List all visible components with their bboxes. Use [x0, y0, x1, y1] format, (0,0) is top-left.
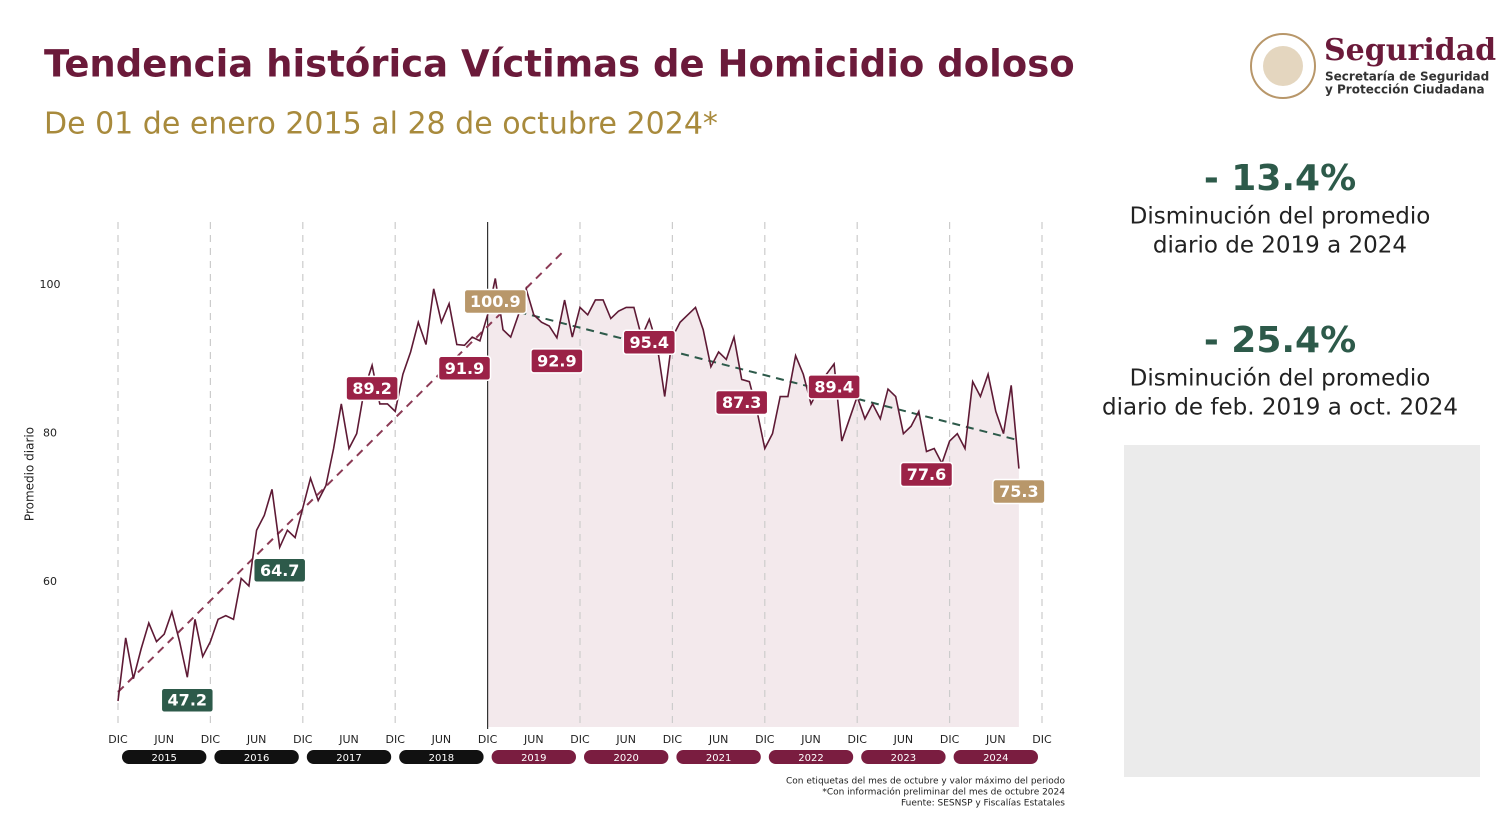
year-label: 2015: [151, 753, 176, 764]
x-tick-label: DIC: [478, 733, 498, 746]
data-label: 89.2: [352, 379, 391, 398]
y-axis-label: Promedio diario: [23, 427, 37, 521]
year-label: 2018: [429, 753, 454, 764]
y-tick-label: 100: [40, 278, 61, 291]
year-pill: [676, 750, 761, 764]
logo-emblem: [1250, 33, 1316, 99]
stat-value: - 13.4%: [1204, 158, 1356, 199]
year-label: 2021: [706, 753, 731, 764]
x-tick-label: DIC: [940, 733, 960, 746]
x-tick-label: DIC: [570, 733, 590, 746]
trend-line: [117, 249, 566, 693]
x-tick-label: DIC: [385, 733, 405, 746]
year-label: 2023: [891, 753, 916, 764]
data-label-box: [345, 375, 399, 402]
data-label-box: [622, 329, 677, 356]
x-tick-label: JUN: [708, 733, 729, 746]
stat-text: diario de feb. 2019 a oct. 2024: [1102, 395, 1458, 421]
year-pill: [768, 750, 854, 764]
x-tick-label: JUN: [615, 733, 636, 746]
data-label-box: [992, 478, 1046, 505]
data-label-box: [530, 348, 584, 374]
trend-line: [518, 310, 1020, 442]
data-label-box: [252, 557, 307, 584]
data-label-box: [437, 355, 492, 382]
y-tick-label: 60: [43, 575, 57, 588]
data-label-box: [714, 389, 769, 416]
year-pill: [953, 750, 1038, 764]
logo-line: y Protección Ciudadana: [1325, 83, 1485, 97]
data-label-box: [899, 461, 954, 488]
logo-emblem-inner: [1263, 46, 1303, 86]
x-tick-label: DIC: [1032, 733, 1052, 746]
note: Con etiquetas del mes de octubre y valor…: [786, 777, 1065, 787]
data-label: 89.4: [814, 377, 853, 396]
data-label: 92.9: [537, 351, 576, 370]
year-pill: [122, 750, 207, 764]
logo-name: Seguridad: [1324, 33, 1496, 68]
data-label-box: [463, 288, 528, 315]
x-tick-label: JUN: [523, 733, 544, 746]
x-tick-label: DIC: [108, 733, 128, 746]
year-label: 2024: [983, 753, 1008, 764]
y-tick-label: 80: [43, 427, 57, 440]
data-label: 100.9: [470, 292, 521, 311]
image-placeholder: [1124, 445, 1480, 777]
subtitle: De 01 de enero 2015 al 28 de octubre 202…: [44, 107, 718, 142]
data-label-box: [807, 374, 861, 400]
title: Tendencia histórica Víctimas de Homicidi…: [44, 43, 1075, 86]
stat-text: Disminución del promedio: [1130, 204, 1431, 230]
data-line: [117, 278, 1020, 702]
data-label: 91.9: [445, 359, 484, 378]
x-tick-label: JUN: [431, 733, 452, 746]
x-tick-label: JUN: [985, 733, 1006, 746]
x-tick-label: DIC: [663, 733, 683, 746]
year-label: 2022: [798, 753, 823, 764]
year-label: 2019: [521, 753, 546, 764]
x-tick-label: JUN: [893, 733, 914, 746]
data-label: 64.7: [260, 561, 299, 580]
data-label: 75.3: [999, 482, 1038, 501]
x-tick-label: DIC: [755, 733, 775, 746]
year-label: 2016: [244, 753, 269, 764]
data-label: 77.6: [907, 465, 946, 484]
year-label: 2017: [336, 753, 361, 764]
note: Fuente: SESNSP y Fiscalías Estatales: [901, 799, 1065, 809]
logo-line: Secretaría de Seguridad: [1325, 70, 1489, 84]
area-fill: [487, 278, 1019, 727]
data-label-box: [160, 687, 215, 713]
data-label: 95.4: [630, 333, 669, 352]
x-tick-label: DIC: [293, 733, 313, 746]
x-tick-label: JUN: [338, 733, 359, 746]
year-pill: [491, 750, 576, 764]
x-tick-label: DIC: [847, 733, 867, 746]
stat-text: Disminución del promedio: [1130, 366, 1431, 392]
x-tick-label: JUN: [153, 733, 174, 746]
year-pill: [861, 750, 946, 764]
stat-text: diario de 2019 a 2024: [1153, 233, 1407, 259]
year-pill: [306, 750, 392, 764]
data-label: 47.2: [168, 691, 207, 710]
x-tick-label: JUN: [800, 733, 821, 746]
note: *Con información preliminar del mes de o…: [822, 787, 1065, 798]
year-pill: [214, 750, 299, 764]
x-tick-label: JUN: [246, 733, 267, 746]
x-tick-label: DIC: [201, 733, 221, 746]
year-pill: [399, 750, 484, 764]
stat-value: - 25.4%: [1204, 320, 1356, 361]
year-pill: [584, 750, 669, 764]
year-label: 2020: [613, 753, 638, 764]
data-label: 87.3: [722, 393, 761, 412]
